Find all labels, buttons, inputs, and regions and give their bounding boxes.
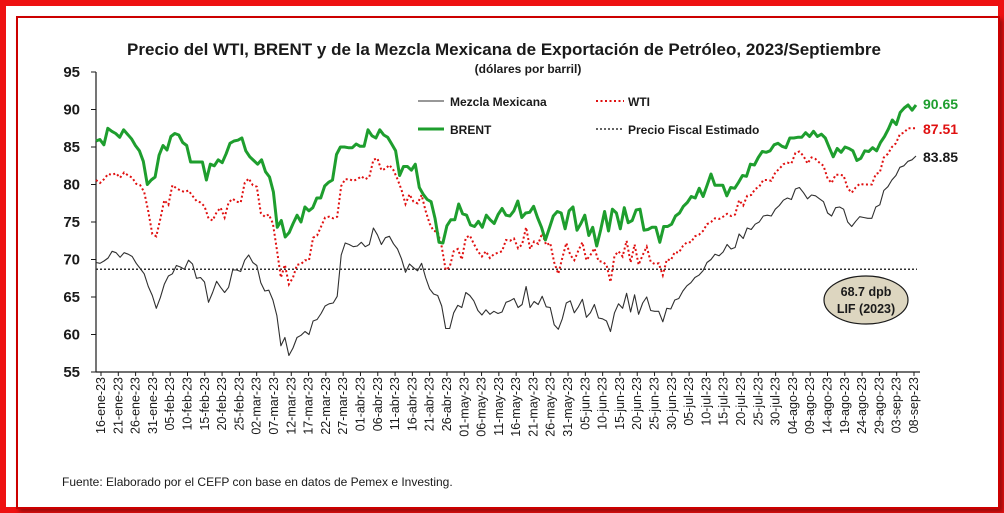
x-tick-label: 16-ene-23	[94, 377, 108, 434]
x-tick-label: 25-jun-23	[648, 377, 662, 430]
x-tick-label: 15-jun-23	[613, 377, 627, 430]
x-tick-label: 11-may-23	[492, 377, 506, 436]
x-tick-label: 26-abr-23	[440, 377, 454, 431]
x-tick-label: 06-abr-23	[371, 377, 385, 431]
chart-subtitle: (dólares por barril)	[475, 62, 582, 76]
chart-title: Precio del WTI, BRENT y de la Mezcla Mex…	[127, 40, 881, 59]
x-tick-label: 12-mar-23	[284, 377, 298, 435]
x-tick-label: 20-jul-23	[734, 377, 748, 426]
x-tick-label: 31-ene-23	[146, 377, 160, 434]
x-tick-label: 07-mar-23	[267, 377, 281, 435]
x-tick-label: 10-jul-23	[699, 377, 713, 426]
y-tick-label: 60	[63, 327, 80, 344]
series-line-mezcla-mexicana	[95, 155, 917, 357]
legend-item-brent: BRENT	[418, 123, 492, 137]
legend-label-precio-fiscal: Precio Fiscal Estimado	[628, 123, 759, 137]
x-tick-label: 17-mar-23	[302, 377, 316, 435]
y-tick-label: 75	[63, 214, 80, 231]
chart-panel	[16, 16, 1000, 509]
lif-badge-line2: LIF (2023)	[837, 302, 895, 316]
x-tick-label: 25-jul-23	[751, 377, 765, 426]
x-tick-label: 20-feb-23	[215, 377, 229, 431]
x-tick-label: 20-jun-23	[630, 377, 644, 430]
x-tick-label: 30-jul-23	[769, 377, 783, 426]
x-tick-label: 16-abr-23	[405, 377, 419, 431]
x-tick-label: 06-may-23	[475, 377, 489, 437]
x-tick-label: 15-feb-23	[198, 377, 212, 431]
source-note: Fuente: Elaborado por el CEFP con base e…	[62, 475, 453, 489]
lif-badge-shape	[823, 275, 909, 325]
legend-item-precio-fiscal: Precio Fiscal Estimado	[596, 123, 759, 137]
x-tick-label: 15-jul-23	[717, 377, 731, 426]
y-tick-label: 90	[63, 102, 80, 119]
x-tick-label: 27-mar-23	[336, 377, 350, 435]
x-tick-label: 01-may-23	[457, 377, 471, 437]
x-tick-label: 26-ene-23	[129, 377, 143, 434]
y-tick-label: 65	[63, 289, 80, 306]
legend-label-wti: WTI	[628, 95, 650, 109]
x-tick-label: 02-mar-23	[250, 377, 264, 435]
x-tick-label: 04-ago-23	[786, 377, 800, 434]
x-tick-label: 21-ene-23	[111, 377, 125, 434]
legend-item-wti: WTI	[596, 95, 650, 109]
axes	[95, 72, 920, 373]
x-tick-label: 21-may-23	[526, 377, 540, 437]
legend: Mezcla Mexicana WTI BRENT Precio Fiscal …	[418, 95, 759, 137]
x-tick-label: 10-feb-23	[180, 377, 194, 431]
x-tick-label: 25-feb-23	[232, 377, 246, 431]
x-tick-label: 05-jul-23	[682, 377, 696, 426]
lif-annotation-badge: 68.7 dpb LIF (2023)	[823, 275, 909, 325]
x-tick-label: 31-may-23	[561, 377, 575, 437]
y-tick-label: 70	[63, 252, 80, 269]
x-tick-label: 26-may-23	[544, 377, 558, 437]
x-tick-label: 09-ago-23	[803, 377, 817, 434]
x-tick-label: 30-jun-23	[665, 377, 679, 430]
x-tick-label: 11-abr-23	[388, 377, 402, 430]
y-tick-labels: 55 60 65 70 75 80 85 90 95	[63, 64, 96, 381]
x-tick-label: 03-sep-23	[890, 377, 904, 433]
lif-badge-line1: 68.7 dpb	[841, 285, 892, 299]
x-tick-labels: 16-ene-23 21-ene-23 26-ene-23 31-ene-23 05-f…	[94, 372, 921, 437]
x-tick-label: 05-jun-23	[578, 377, 592, 430]
legend-label-mezcla: Mezcla Mexicana	[450, 95, 547, 109]
series-line-wti	[95, 127, 916, 288]
x-tick-label: 10-jun-23	[596, 377, 610, 430]
end-label-wti: 87.51	[923, 121, 958, 137]
legend-label-brent: BRENT	[450, 123, 492, 137]
x-tick-label: 29-ago-23	[872, 377, 886, 434]
y-tick-label: 95	[63, 64, 80, 81]
series-line-brent	[95, 103, 918, 248]
legend-item-mezcla: Mezcla Mexicana	[418, 95, 547, 109]
x-tick-label: 05-feb-23	[163, 377, 177, 431]
x-tick-label: 08-sep-23	[907, 377, 921, 433]
x-tick-label: 14-ago-23	[821, 377, 835, 434]
end-label-mezcla: 83.85	[923, 149, 958, 165]
x-tick-label: 21-abr-23	[423, 377, 437, 431]
x-tick-label: 24-ago-23	[855, 377, 869, 434]
y-tick-label: 85	[63, 139, 80, 156]
series-layer	[95, 103, 918, 357]
x-tick-label: 01-abr-23	[353, 377, 367, 431]
end-label-brent: 90.65	[923, 96, 958, 112]
x-tick-label: 16-may-23	[509, 377, 523, 437]
x-tick-label: 22-mar-23	[319, 377, 333, 435]
end-labels: 90.65 87.51 83.85	[923, 96, 958, 165]
y-tick-label: 80	[63, 177, 80, 194]
x-tick-label: 19-ago-23	[838, 377, 852, 434]
y-tick-label: 55	[63, 364, 80, 381]
